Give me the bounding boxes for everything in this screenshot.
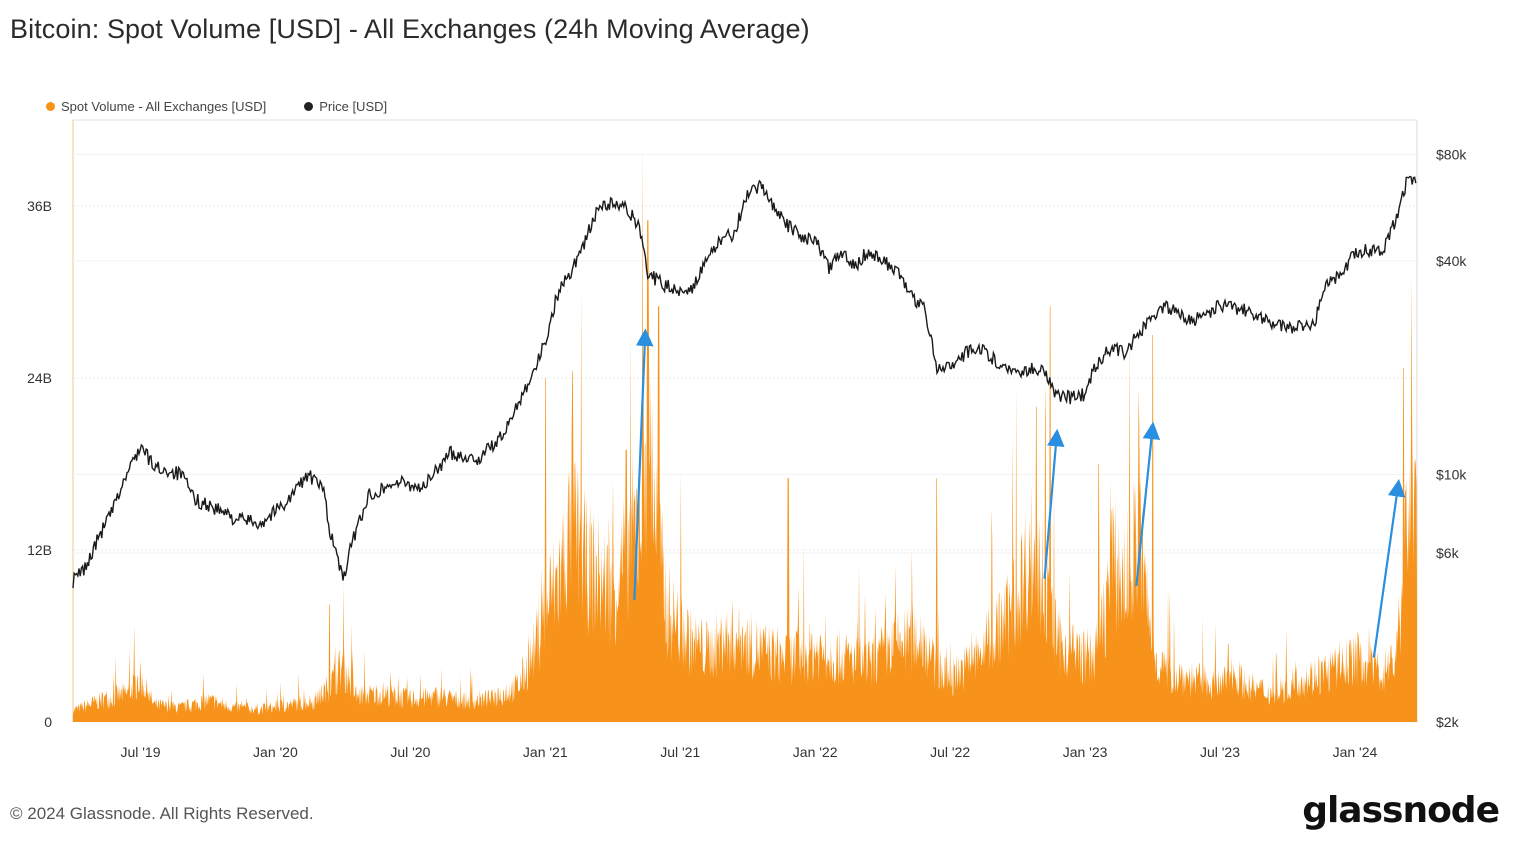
legend-item-price[interactable]: Price [USD] bbox=[304, 99, 387, 114]
chart-legend: Spot Volume - All Exchanges [USD] Price … bbox=[46, 99, 387, 114]
left-tick-label: 36B bbox=[27, 198, 52, 214]
copyright: © 2024 Glassnode. All Rights Reserved. bbox=[10, 804, 314, 823]
x-tick-label: Jan '22 bbox=[793, 744, 838, 760]
annotation-arrow bbox=[1135, 421, 1161, 586]
left-tick-label: 0 bbox=[44, 714, 52, 730]
x-tick-label: Jul '19 bbox=[120, 744, 160, 760]
brand-logo: glassnode bbox=[1302, 790, 1500, 831]
chart-title: Bitcoin: Spot Volume [USD] - All Exchang… bbox=[10, 14, 810, 44]
legend-label-volume: Spot Volume - All Exchanges [USD] bbox=[61, 99, 267, 114]
x-tick-label: Jan '24 bbox=[1333, 744, 1378, 760]
annotation-arrow bbox=[1372, 478, 1406, 658]
axes: 0 12B 24B 36B $2k $6k $10k $40k $80k Jul '19 Jan '… bbox=[27, 146, 1467, 760]
right-tick-label: $40k bbox=[1436, 253, 1467, 269]
price-series bbox=[72, 175, 1417, 589]
x-tick-label: Jan '20 bbox=[253, 744, 298, 760]
volume-series bbox=[73, 142, 1417, 723]
annotation-arrow bbox=[1043, 428, 1065, 579]
price-line bbox=[72, 175, 1417, 589]
right-tick-label: $6k bbox=[1436, 545, 1460, 561]
x-tick-label: Jul '20 bbox=[390, 744, 430, 760]
annotation-arrow bbox=[633, 328, 654, 601]
legend-label-price: Price [USD] bbox=[319, 99, 388, 114]
right-tick-label: $10k bbox=[1436, 466, 1467, 482]
right-tick-label: $2k bbox=[1436, 714, 1460, 730]
x-tick-label: Jul '23 bbox=[1200, 744, 1240, 760]
left-tick-label: 24B bbox=[27, 370, 52, 386]
volume-area bbox=[73, 142, 1417, 723]
annotation-arrows bbox=[633, 328, 1406, 658]
x-tick-label: Jan '21 bbox=[523, 744, 568, 760]
left-tick-label: 12B bbox=[27, 542, 52, 558]
x-tick-label: Jul '22 bbox=[930, 744, 970, 760]
legend-dot-volume bbox=[46, 102, 55, 111]
legend-dot-price bbox=[304, 102, 314, 111]
legend-item-volume[interactable]: Spot Volume - All Exchanges [USD] bbox=[46, 99, 266, 114]
right-tick-label: $80k bbox=[1436, 146, 1467, 162]
x-tick-label: Jul '21 bbox=[660, 744, 700, 760]
x-tick-label: Jan '23 bbox=[1063, 744, 1108, 760]
